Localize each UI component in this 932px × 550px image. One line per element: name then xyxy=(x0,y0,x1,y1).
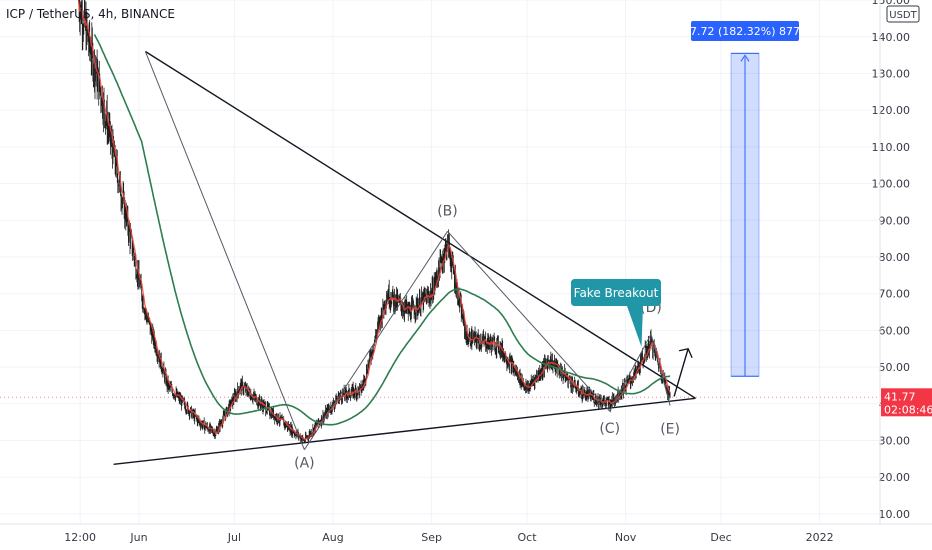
wave-segment[interactable] xyxy=(303,231,448,450)
breakout-arrow-shaft xyxy=(673,348,689,397)
price-tick-label: 80.00 xyxy=(879,251,911,264)
time-tick-label: Dec xyxy=(710,531,731,544)
price-tick-label: 50.00 xyxy=(879,361,911,374)
wave-labels: (A)(B)(C)(D)(E) xyxy=(294,203,680,471)
fake-breakout-callout[interactable]: Fake Breakout xyxy=(571,279,661,347)
lower-trendline[interactable] xyxy=(113,397,696,466)
price-tick-label: 130.00 xyxy=(872,68,911,81)
breakout-arrow[interactable] xyxy=(673,347,693,397)
price-tick-label: 20.00 xyxy=(879,471,911,484)
current-price-tag-background xyxy=(881,388,932,417)
currency-badge[interactable]: USDT xyxy=(886,5,920,23)
slow-moving-average xyxy=(93,34,671,426)
time-tick-label: 2022 xyxy=(806,531,834,544)
current-price-value: 41.77 xyxy=(884,390,916,403)
moving-averages xyxy=(77,0,671,441)
wave-label: (E) xyxy=(660,422,680,438)
price-tick-label: 90.00 xyxy=(879,214,911,227)
symbol-title[interactable]: ICP / TetherUS, 4h, BINANCE xyxy=(6,7,175,21)
time-tick-label: Nov xyxy=(615,531,637,544)
wave-segment[interactable] xyxy=(144,51,305,450)
price-tick-label: 120.00 xyxy=(872,104,911,117)
callout-bubble[interactable] xyxy=(571,279,661,347)
wave-segment[interactable] xyxy=(447,230,611,412)
currency-badge-box xyxy=(886,5,920,23)
breakout-arrow-head xyxy=(678,347,693,359)
time-tick-label: Jun xyxy=(129,531,147,544)
elliott-wave-lines[interactable] xyxy=(144,51,671,450)
wave-segment[interactable] xyxy=(650,333,671,406)
wave-segment[interactable] xyxy=(609,333,652,412)
time-tick-label: Oct xyxy=(517,531,537,544)
measure-label: 87.72 (182.32%) 8772 xyxy=(683,21,807,41)
measure-label-text: 87.72 (182.32%) 8772 xyxy=(683,25,807,38)
wave-label: (A) xyxy=(294,456,315,472)
price-tick-label: 30.00 xyxy=(879,435,911,448)
price-tick-label: 70.00 xyxy=(879,288,911,301)
measure-arrow-head xyxy=(740,54,750,62)
callout-label: Fake Breakout xyxy=(574,286,659,300)
wave-label: (B) xyxy=(437,203,458,219)
price-tick-label: 10.00 xyxy=(879,508,911,521)
price-tick-label: 110.00 xyxy=(872,141,911,154)
measure-label-background xyxy=(691,21,799,41)
price-tick-label: 150.00 xyxy=(872,0,911,7)
candle-countdown: 02:08:46 xyxy=(884,403,932,416)
price-axis[interactable]: 10.0020.0030.0040.0050.0060.0070.0080.00… xyxy=(872,0,911,524)
currency-badge-label: USDT xyxy=(889,10,917,21)
time-axis[interactable]: 12:00 Jun Jul Aug Sep Oct Nov Dec 2022 xyxy=(0,523,932,544)
time-tick-label: Aug xyxy=(322,531,343,544)
current-price-tag: 41.77 02:08:46 xyxy=(881,388,932,417)
fast-moving-average xyxy=(77,0,671,441)
price-tick-label: 140.00 xyxy=(872,31,911,44)
price-tick-label: 100.00 xyxy=(872,178,911,191)
wave-label: (C) xyxy=(599,421,620,437)
time-tick-label: 12:00 xyxy=(64,531,96,544)
upper-trendline[interactable] xyxy=(144,50,696,399)
price-tick-label: 60.00 xyxy=(879,324,911,337)
price-range-measure[interactable] xyxy=(730,52,760,377)
triangle-pattern[interactable] xyxy=(113,50,696,466)
time-tick-label: Jul xyxy=(227,531,241,544)
time-tick-label: Sep xyxy=(421,531,442,544)
